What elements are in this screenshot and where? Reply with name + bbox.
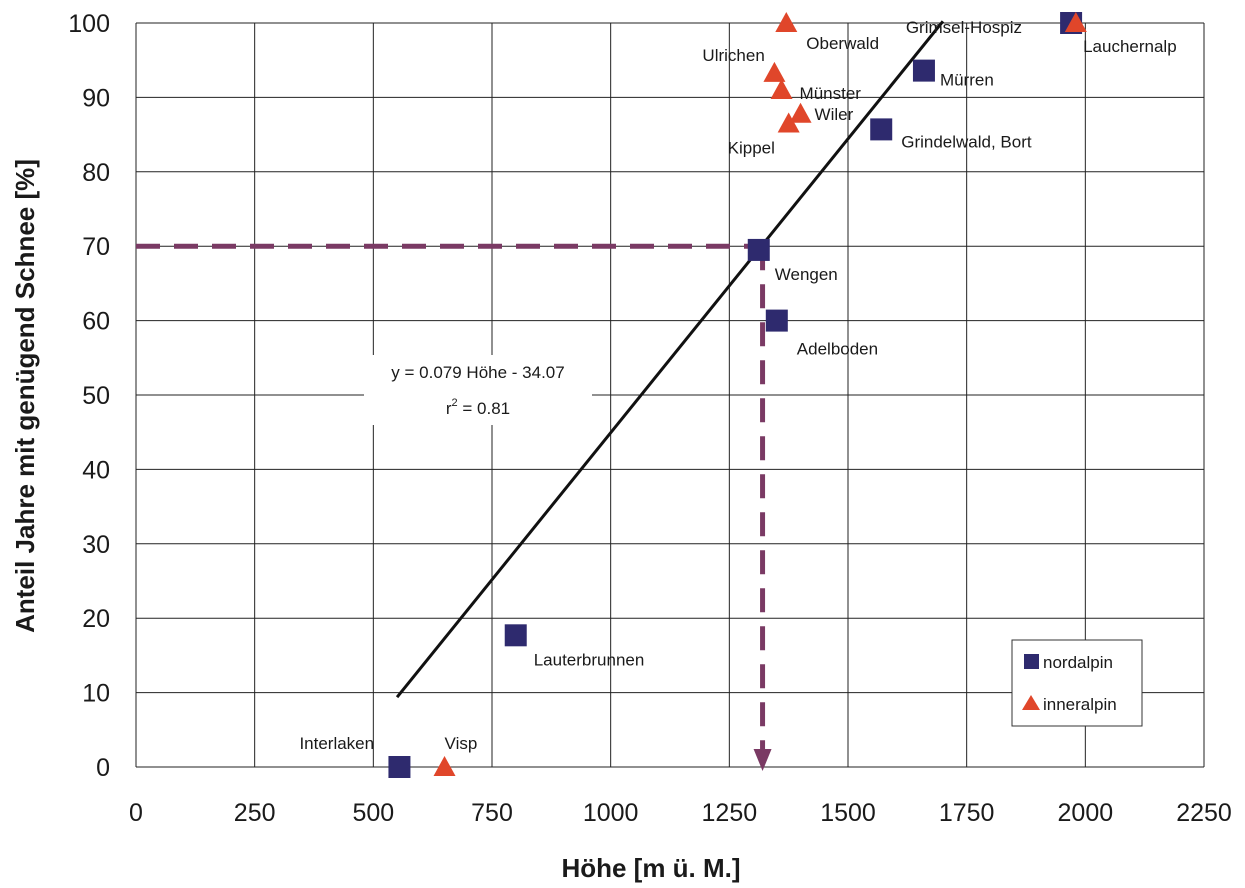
point-inneralpin (770, 78, 793, 99)
legend-inneralpin-marker (1022, 695, 1040, 710)
point-label: Interlaken (299, 734, 374, 753)
r-squared-sup: 2 (452, 397, 458, 409)
x-tick-label: 250 (234, 799, 276, 827)
point-label: Kippel (728, 138, 775, 157)
legend-nordalpin-label: nordalpin (1043, 653, 1113, 672)
y-tick-label: 30 (82, 531, 110, 559)
x-tick-label: 2000 (1058, 799, 1114, 827)
point-label: Mürren (940, 71, 994, 90)
point-nordalpin (388, 756, 411, 778)
y-tick-label: 10 (82, 680, 110, 708)
legend-inneralpin-label: inneralpin (1043, 695, 1117, 714)
point-inneralpin (433, 756, 456, 776)
point-nordalpin (870, 118, 893, 141)
regression-line-group (395, 20, 945, 699)
point-label: Grindelwald, Bort (901, 132, 1032, 151)
point-label: Münster (800, 84, 862, 103)
point-inneralpin (789, 102, 812, 123)
x-tick-label: 1500 (820, 799, 876, 827)
point-inneralpin (777, 112, 800, 133)
x-tick-label: 0 (129, 799, 143, 827)
y-tick-label: 40 (82, 456, 110, 484)
x-axis-title: Höhe [m ü. M.] (561, 853, 740, 883)
y-tick-label: 90 (82, 84, 110, 112)
regression-equation-box: y = 0.079 Höhe - 34.07 r2 = 0.81 (364, 355, 592, 425)
point-label: Ulrichen (702, 46, 764, 65)
y-tick-label: 80 (82, 159, 110, 187)
point-nordalpin (765, 309, 788, 332)
r-squared-value: = 0.81 (458, 399, 510, 418)
x-tick-label: 750 (471, 799, 513, 827)
point-label: Lauterbrunnen (534, 650, 645, 669)
x-tick-label: 1000 (583, 799, 639, 827)
point-inneralpin (1064, 12, 1087, 32)
y-tick-label: 50 (82, 382, 110, 410)
point-inneralpin (775, 12, 798, 32)
regression-line (395, 20, 945, 699)
x-tick-label: 2250 (1176, 799, 1232, 827)
y-axis-title: Anteil Jahre mit genügend Schnee [%] (10, 159, 40, 633)
y-tick-label: 0 (96, 754, 110, 782)
point-label: Adelboden (797, 340, 878, 359)
point-inneralpin (763, 61, 786, 82)
equation-background (364, 355, 592, 425)
y-tick-label: 70 (82, 233, 110, 261)
point-label: Grimsel-Hospiz (906, 18, 1022, 37)
point-nordalpin (747, 238, 770, 261)
point-labels: Interlaken Lauterbrunnen Wengen Adelboden Gr… (299, 18, 1176, 753)
point-label: Oberwald (806, 34, 879, 53)
point-label: Wengen (775, 265, 838, 284)
reference-lines (136, 243, 772, 771)
x-tick-label: 1250 (702, 799, 758, 827)
regression-equation: y = 0.079 Höhe - 34.07 (391, 363, 564, 382)
point-label: Lauchernalp (1083, 37, 1177, 56)
y-tick-label: 60 (82, 308, 110, 336)
data-points (388, 12, 1087, 778)
legend: nordalpin inneralpin (1011, 639, 1143, 727)
reference-arrowhead (753, 749, 772, 771)
y-tick-label: 20 (82, 605, 110, 633)
point-label: Visp (445, 734, 478, 753)
point-nordalpin (504, 624, 527, 647)
x-axis-ticks: 0 250 500 750 1000 1250 1500 1750 2000 2250 (129, 799, 1232, 827)
x-tick-label: 500 (352, 799, 394, 827)
x-tick-label: 1750 (939, 799, 995, 827)
r-squared-r: r (446, 399, 452, 418)
y-axis-ticks: 0 10 20 30 40 50 60 70 80 90 100 (68, 10, 110, 782)
y-tick-label: 100 (68, 10, 110, 38)
point-nordalpin (912, 59, 935, 82)
legend-nordalpin-marker (1024, 654, 1039, 669)
point-label: Wiler (815, 105, 854, 124)
r-squared-label: r2 = 0.81 (446, 397, 510, 418)
